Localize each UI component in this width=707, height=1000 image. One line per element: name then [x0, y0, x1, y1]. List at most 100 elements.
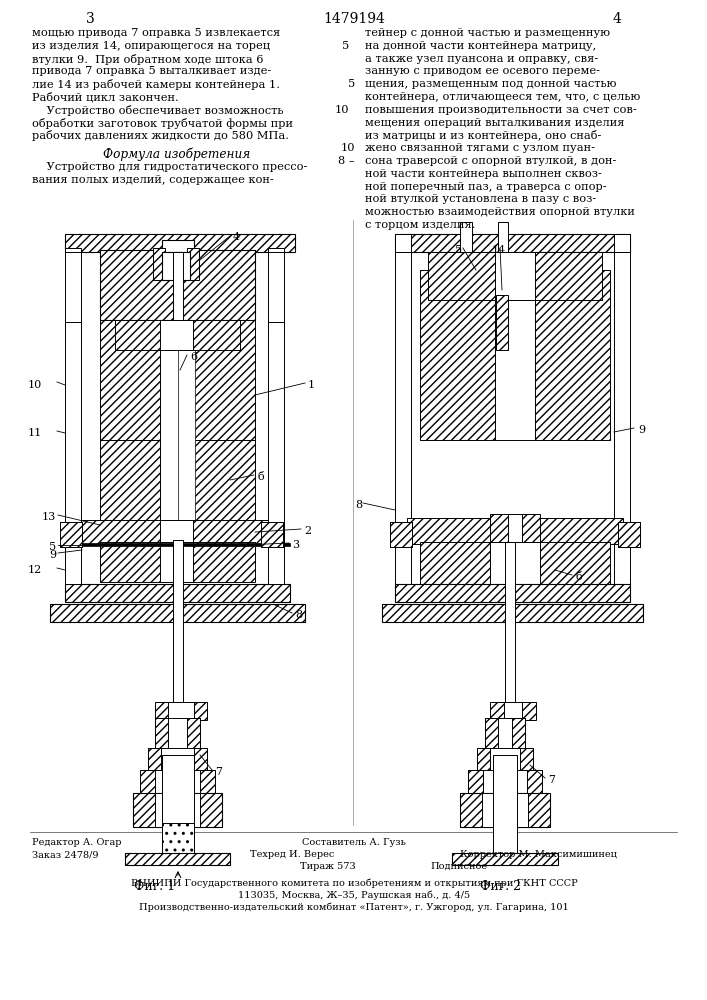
Text: 4: 4: [233, 232, 240, 242]
Text: 1: 1: [308, 380, 315, 390]
Text: Устройство для гидростатического прессо-: Устройство для гидростатического прессо-: [32, 162, 308, 172]
Bar: [187, 718, 200, 750]
Bar: [420, 542, 610, 584]
Bar: [50, 604, 305, 622]
Bar: [477, 748, 533, 772]
Text: привода 7 оправка 5 выталкивает изде-: привода 7 оправка 5 выталкивает изде-: [32, 66, 271, 76]
Bar: [160, 320, 193, 350]
Text: 5: 5: [348, 79, 355, 89]
Text: ной поперечный паз, а траверса с опор-: ной поперечный паз, а траверса с опор-: [365, 182, 607, 192]
Text: 7: 7: [548, 775, 555, 785]
Bar: [261, 522, 283, 547]
Bar: [162, 755, 194, 855]
Bar: [100, 320, 160, 440]
Text: 4: 4: [612, 12, 621, 26]
Bar: [187, 248, 199, 280]
Bar: [65, 584, 290, 602]
Text: 6: 6: [190, 352, 197, 362]
Text: ной втулкой установлена в пазу с воз-: ной втулкой установлена в пазу с воз-: [365, 194, 596, 204]
Bar: [115, 320, 240, 350]
Text: 10: 10: [341, 143, 355, 153]
Bar: [390, 522, 412, 547]
Text: щения, размещенным под донной частью: щения, размещенным под донной частью: [365, 79, 617, 89]
Bar: [261, 522, 283, 547]
Bar: [173, 252, 183, 400]
Bar: [153, 248, 165, 280]
Text: из изделия 14, опирающегося на торец: из изделия 14, опирающегося на торец: [32, 41, 270, 51]
Bar: [522, 702, 536, 720]
Bar: [194, 702, 207, 720]
Bar: [498, 222, 508, 252]
Bar: [160, 542, 193, 582]
Text: из матрицы и из контейнера, оно снаб-: из матрицы и из контейнера, оно снаб-: [365, 130, 602, 141]
Bar: [395, 584, 630, 602]
Bar: [527, 770, 542, 795]
Text: 8 –: 8 –: [339, 156, 355, 166]
Bar: [468, 770, 483, 795]
Bar: [460, 222, 472, 252]
Text: 10: 10: [28, 380, 42, 390]
Text: ВНИИПИ Государственного комитета по изобретениям и открытиям при ГКНТ СССР: ВНИИПИ Государственного комитета по изоб…: [131, 878, 578, 888]
Text: Устройство обеспечивает возможность: Устройство обеспечивает возможность: [32, 105, 284, 116]
Bar: [100, 542, 255, 582]
Bar: [490, 514, 508, 550]
Bar: [140, 770, 215, 795]
Text: 7: 7: [215, 767, 222, 777]
Bar: [162, 240, 194, 252]
Bar: [495, 252, 535, 300]
Text: 8: 8: [295, 610, 302, 620]
Bar: [148, 748, 207, 772]
Text: б: б: [576, 572, 583, 582]
Text: сона траверсой с опорной втулкой, в дон-: сона траверсой с опорной втулкой, в дон-: [365, 156, 617, 166]
Bar: [178, 320, 195, 520]
Bar: [65, 248, 81, 252]
Text: 5: 5: [49, 542, 56, 552]
Bar: [420, 270, 495, 440]
Bar: [485, 718, 525, 750]
Text: 11: 11: [28, 428, 42, 438]
Bar: [485, 718, 498, 750]
Bar: [133, 793, 222, 827]
Bar: [490, 518, 540, 544]
Text: Формула изобретения: Формула изобретения: [103, 147, 250, 161]
Text: 113035, Москва, Ж–35, Раушская наб., д. 4/5: 113035, Москва, Ж–35, Раушская наб., д. …: [238, 890, 470, 900]
Bar: [160, 520, 193, 544]
Text: втулки 9.  При обратном ходе штока 6: втулки 9. При обратном ходе штока 6: [32, 54, 264, 65]
Bar: [155, 793, 200, 827]
Bar: [390, 522, 412, 547]
Bar: [535, 270, 610, 440]
Bar: [148, 748, 161, 772]
Bar: [268, 322, 284, 584]
Bar: [522, 514, 540, 550]
Bar: [162, 252, 190, 280]
Text: 2: 2: [304, 526, 311, 536]
Text: Подписное: Подписное: [430, 862, 487, 871]
Bar: [65, 234, 295, 252]
Bar: [477, 748, 490, 772]
Text: 12: 12: [28, 565, 42, 575]
Bar: [193, 440, 255, 520]
Bar: [268, 248, 284, 252]
Text: Корректор М. Максимишинец: Корректор М. Максимишинец: [460, 850, 617, 859]
Bar: [268, 252, 284, 340]
Text: тейнер с донной частью и размещенную: тейнер с донной частью и размещенную: [365, 28, 610, 38]
Bar: [140, 770, 155, 795]
Text: Техред И. Верес: Техред И. Верес: [250, 850, 334, 859]
Text: 5: 5: [455, 245, 462, 255]
Bar: [194, 748, 207, 772]
Text: контейнера, отличающееся тем, что, с целью: контейнера, отличающееся тем, что, с цел…: [365, 92, 641, 102]
Bar: [493, 755, 517, 855]
Text: 10: 10: [334, 105, 349, 115]
Text: 8: 8: [355, 500, 362, 510]
Bar: [407, 518, 623, 544]
Text: занную с приводом ее осевого переме-: занную с приводом ее осевого переме-: [365, 66, 600, 76]
Bar: [78, 520, 278, 544]
Bar: [125, 853, 230, 865]
Bar: [395, 234, 630, 252]
Bar: [495, 270, 535, 440]
Text: Тираж 573: Тираж 573: [300, 862, 356, 871]
Bar: [65, 322, 81, 584]
Text: 9: 9: [638, 425, 645, 435]
Text: рабочих давлениях жидкости до 580 МПа.: рабочих давлениях жидкости до 580 МПа.: [32, 130, 289, 141]
Bar: [614, 234, 630, 252]
